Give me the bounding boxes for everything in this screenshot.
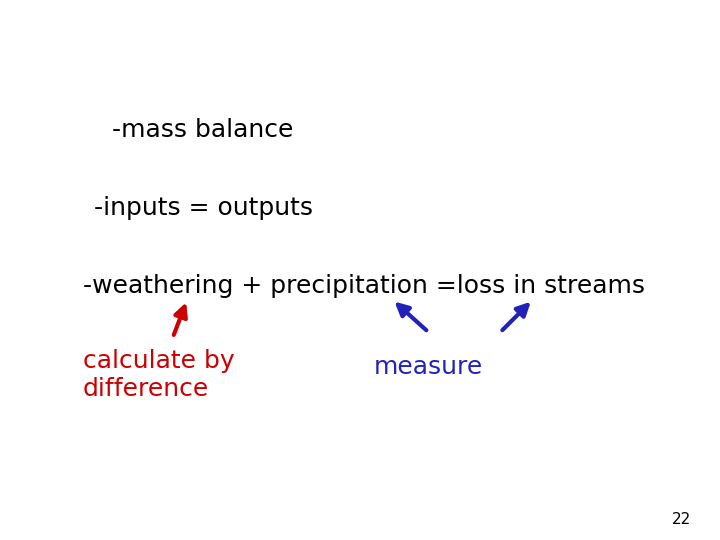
Text: 22: 22 (672, 511, 691, 526)
Text: calculate by
difference: calculate by difference (83, 349, 235, 401)
Text: -mass balance: -mass balance (112, 118, 293, 141)
Text: -inputs = outputs: -inputs = outputs (94, 196, 312, 220)
Text: -weathering + precipitation =loss in streams: -weathering + precipitation =loss in str… (83, 274, 645, 298)
Text: measure: measure (374, 355, 483, 379)
